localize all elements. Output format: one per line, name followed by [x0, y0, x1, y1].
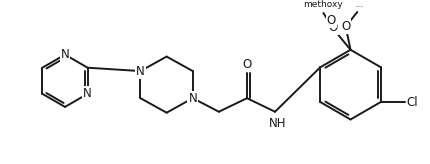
Text: N: N: [83, 87, 92, 100]
Text: O: O: [326, 14, 335, 27]
Text: O: O: [340, 20, 350, 33]
Text: N: N: [61, 48, 69, 61]
Text: O: O: [328, 21, 337, 34]
Text: N: N: [188, 92, 197, 105]
Text: methyl_ch3: methyl_ch3: [355, 5, 363, 7]
Text: N: N: [136, 65, 144, 78]
Text: Cl: Cl: [406, 96, 418, 109]
Text: methoxy: methoxy: [303, 0, 343, 9]
Text: NH: NH: [269, 117, 286, 130]
Text: O: O: [242, 58, 251, 71]
